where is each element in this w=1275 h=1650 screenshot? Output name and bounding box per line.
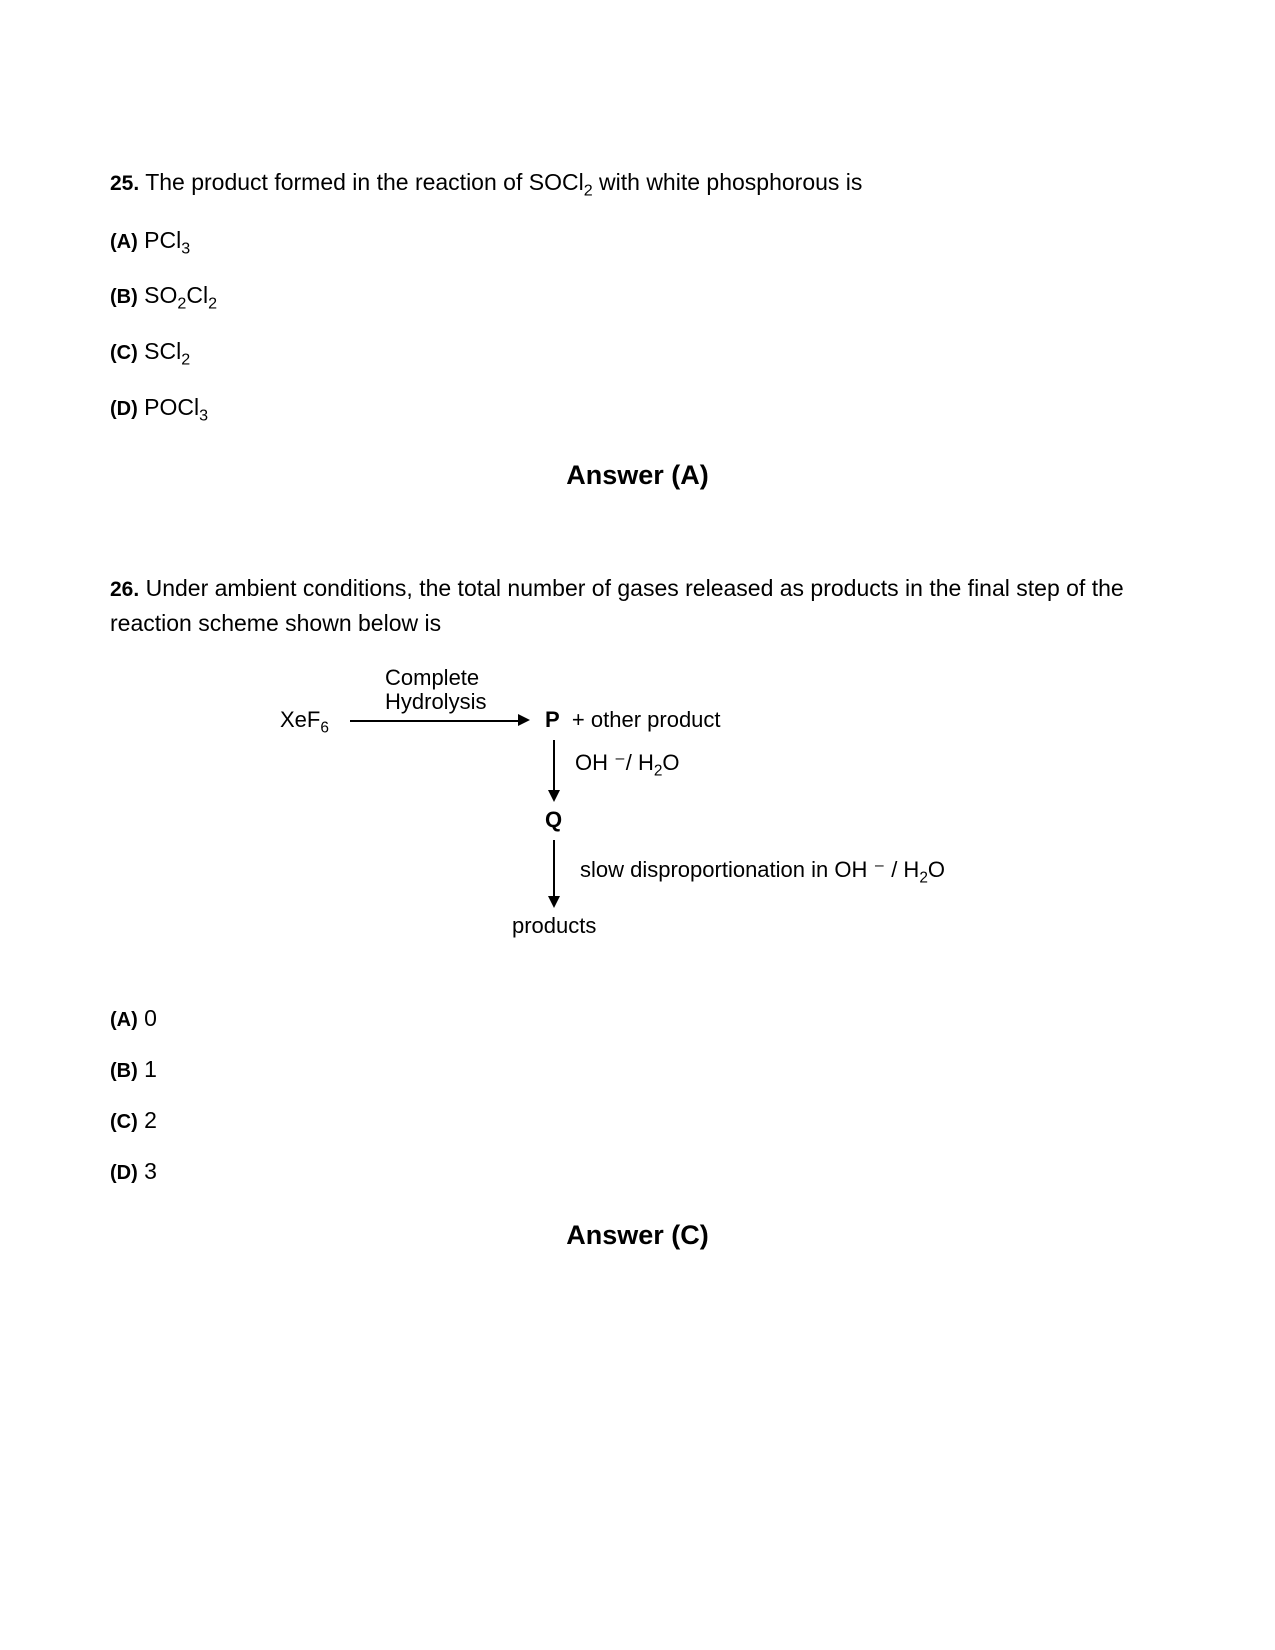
option-25-b-label: (B) [110,286,138,308]
arrow-vertical-1 [553,740,555,792]
diagram-slow: slow disproportionation in OH ⁻ / H2O [580,857,945,887]
diagram-hydrolysis: Hydrolysis [385,689,486,715]
option-25-a-formula-0: PCl [144,227,181,253]
question-25-text: 25. The product formed in the reaction o… [110,165,1165,203]
option-26-c-label: (C) [110,1111,138,1133]
option-25-c: (C) SCl2 [110,338,1165,370]
diagram-q: Q [545,807,562,833]
option-26-a-value: 0 [144,1005,157,1031]
question-26: 26. Under ambient conditions, the total … [110,571,1165,1251]
option-26-c: (C) 2 [110,1107,1165,1134]
option-25-d: (D) POCl3 [110,394,1165,426]
option-25-b-formula-1: 2 [177,295,186,313]
option-25-c-label: (C) [110,342,138,364]
arrow-vertical-2-head [548,896,560,908]
option-26-c-value: 2 [144,1107,157,1133]
option-25-b-formula-3: 2 [208,295,217,313]
option-25-d-formula-0: POCl [144,394,199,420]
option-25-b-formula-2: Cl [186,282,208,308]
arrow-horizontal [350,720,520,722]
question-25-number: 25. [110,172,139,195]
option-25-c-formula-0: SCl [144,338,181,364]
option-26-d: (D) 3 [110,1158,1165,1185]
arrow-horizontal-head [518,714,530,726]
question-25: 25. The product formed in the reaction o… [110,165,1165,491]
option-25-c-formula-1: 2 [181,351,190,369]
question-25-text-2: with white phosphorous is [593,169,863,195]
diagram-p-line: P + other product [545,707,721,733]
reaction-diagram: XeF6 Complete Hydrolysis P + other produ… [280,665,980,955]
question-26-number: 26. [110,578,139,601]
option-25-d-label: (D) [110,398,138,420]
option-26-b-value: 1 [144,1056,157,1082]
question-26-text: 26. Under ambient conditions, the total … [110,571,1165,640]
option-26-a: (A) 0 [110,1005,1165,1032]
option-26-d-label: (D) [110,1162,138,1184]
option-26-a-label: (A) [110,1009,138,1031]
answer-25: Answer (A) [110,460,1165,491]
question-25-sub: 2 [584,182,593,200]
answer-26: Answer (C) [110,1220,1165,1251]
option-25-a-label: (A) [110,231,138,253]
diagram-complete: Complete [385,665,479,691]
arrow-vertical-2 [553,840,555,898]
diagram-xef6: XeF6 [280,707,329,737]
option-25-d-formula-1: 3 [199,406,208,424]
diagram-products: products [512,913,596,939]
diagram-oh-h2o-1: OH ⁻/ H2O [575,750,680,780]
option-25-a-formula-1: 3 [181,239,190,257]
option-26-b-label: (B) [110,1060,138,1082]
option-25-a: (A) PCl3 [110,227,1165,259]
arrow-vertical-1-head [548,790,560,802]
option-26-b: (B) 1 [110,1056,1165,1083]
question-25-text-1: The product formed in the reaction of SO… [145,169,584,195]
option-25-b: (B) SO2Cl2 [110,282,1165,314]
option-25-b-formula-0: SO [144,282,177,308]
option-26-d-value: 3 [144,1158,157,1184]
question-26-text-content: Under ambient conditions, the total numb… [110,575,1124,636]
